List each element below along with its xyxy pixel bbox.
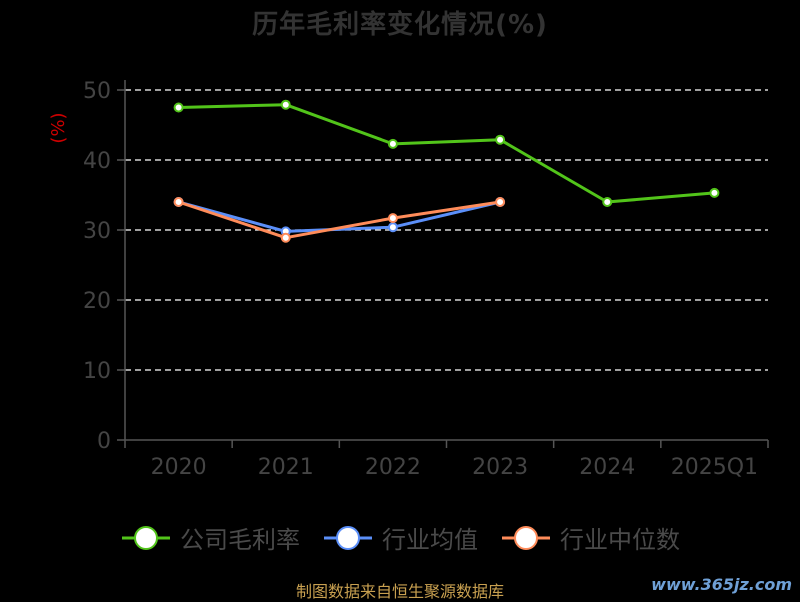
y-tick-label: 20 xyxy=(83,289,111,314)
x-tick-label: 2022 xyxy=(365,455,421,480)
chart-title: 历年毛利率变化情况(%) xyxy=(252,10,548,40)
legend-swatch xyxy=(122,525,170,550)
y-tick-label: 40 xyxy=(83,149,111,174)
legend-item[interactable]: 公司毛利率 xyxy=(120,520,300,555)
legend-item[interactable]: 行业中位数 xyxy=(500,520,680,555)
data-point xyxy=(280,232,291,243)
source-note: 制图数据来自恒生聚源数据库 xyxy=(295,582,504,601)
series-公司毛利率 xyxy=(173,99,720,207)
series-layer xyxy=(173,99,720,243)
data-point xyxy=(387,222,398,233)
series-line xyxy=(178,200,501,240)
data-point xyxy=(495,197,506,207)
grid-layer xyxy=(125,89,768,371)
series-line xyxy=(178,103,715,204)
legend-label: 行业均值 xyxy=(382,526,478,554)
data-point xyxy=(495,134,506,145)
series-行业中位数 xyxy=(173,197,506,243)
x-tick-label: 2024 xyxy=(579,455,635,480)
legend-swatch xyxy=(502,525,550,550)
y-tick-label: 0 xyxy=(97,429,111,454)
legend-label: 行业中位数 xyxy=(560,526,680,554)
data-point xyxy=(387,138,398,149)
y-unit-label: (%) xyxy=(48,112,69,143)
y-tick-label: 30 xyxy=(83,219,111,244)
data-point xyxy=(173,197,184,207)
y-tick-label: 10 xyxy=(83,359,111,384)
x-tick-label: 2021 xyxy=(258,455,314,480)
x-tick-label: 2023 xyxy=(472,455,528,480)
legend-item[interactable]: 行业均值 xyxy=(322,520,478,555)
legend: 公司毛利率 行业均值 行业中位数 xyxy=(0,520,800,555)
watermark: www.365jz.com xyxy=(651,575,792,594)
data-point xyxy=(387,213,398,224)
y-tick-label: 50 xyxy=(83,79,111,104)
data-point xyxy=(709,187,720,198)
x-tick-label: 2025Q1 xyxy=(671,455,758,480)
legend-label: 公司毛利率 xyxy=(180,526,300,554)
legend-swatch xyxy=(324,525,372,550)
data-point xyxy=(602,197,613,207)
data-point xyxy=(280,99,291,110)
axis-layer: 0 10 20 30 40 50 2020 2021 2022 2023 2024 2025Q1 (%) xyxy=(48,79,769,480)
data-point xyxy=(173,102,184,113)
x-tick-label: 2020 xyxy=(151,455,207,480)
